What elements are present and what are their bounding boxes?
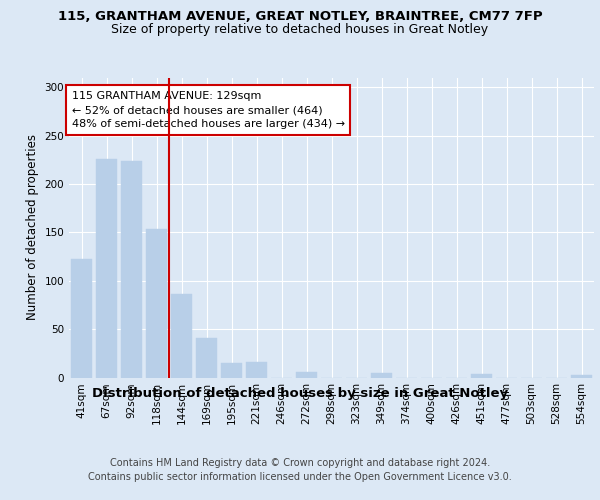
Bar <box>96 159 117 378</box>
Bar <box>146 230 167 378</box>
Bar <box>196 338 217 378</box>
Bar <box>571 374 592 378</box>
Bar <box>296 372 317 378</box>
Bar <box>471 374 492 378</box>
Text: 115 GRANTHAM AVENUE: 129sqm
← 52% of detached houses are smaller (464)
48% of se: 115 GRANTHAM AVENUE: 129sqm ← 52% of det… <box>71 91 344 129</box>
Bar <box>246 362 267 378</box>
Y-axis label: Number of detached properties: Number of detached properties <box>26 134 39 320</box>
Bar <box>371 372 392 378</box>
Bar <box>221 363 242 378</box>
Text: 115, GRANTHAM AVENUE, GREAT NOTLEY, BRAINTREE, CM77 7FP: 115, GRANTHAM AVENUE, GREAT NOTLEY, BRAI… <box>58 10 542 23</box>
Bar <box>71 260 92 378</box>
Bar <box>171 294 192 378</box>
Text: Size of property relative to detached houses in Great Notley: Size of property relative to detached ho… <box>112 22 488 36</box>
Text: Distribution of detached houses by size in Great Notley: Distribution of detached houses by size … <box>92 388 508 400</box>
Text: Contains HM Land Registry data © Crown copyright and database right 2024.
Contai: Contains HM Land Registry data © Crown c… <box>88 458 512 482</box>
Bar <box>121 160 142 378</box>
